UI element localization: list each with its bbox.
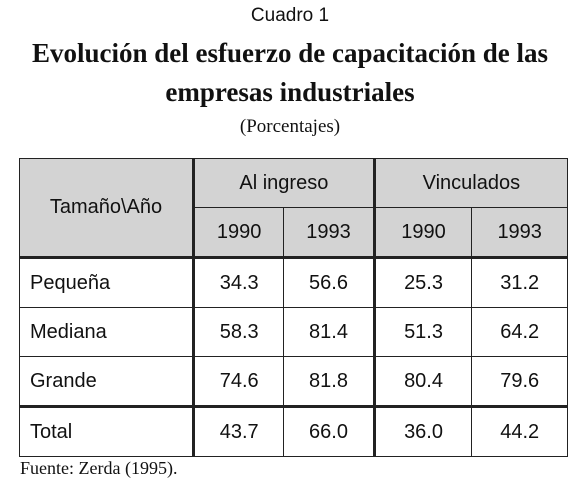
source-note: Fuente: Zerda (1995).	[20, 458, 178, 478]
table-body: Pequeña 34.3 56.6 25.3 31.2 Mediana 58.3…	[19, 256, 568, 457]
table-row: Grande 74.6 81.8 80.4 79.6	[19, 356, 568, 407]
table-title-line-2: empresas industriales	[165, 77, 415, 107]
table-cell: 36.0	[372, 405, 473, 457]
group-header-vinculados: Vinculados	[372, 158, 569, 208]
table-cell: 51.3	[372, 307, 473, 357]
table-cell: 56.6	[283, 256, 375, 308]
table-cell: 81.8	[283, 356, 375, 407]
year-header: 1990	[191, 207, 285, 258]
table-cell: 44.2	[471, 405, 568, 457]
row-label: Grande	[19, 356, 194, 407]
corner-header: Tamaño\Año	[19, 158, 194, 258]
data-table: Tamaño\Año Al ingreso Vinculados 1990 19…	[19, 158, 569, 457]
table-cell: 58.3	[191, 307, 285, 357]
table-cell: 34.3	[191, 256, 285, 308]
table-subtitle: (Porcentajes)	[239, 116, 341, 137]
year-header: 1993	[471, 207, 568, 258]
table-header: Tamaño\Año Al ingreso Vinculados 1990 19…	[19, 158, 569, 258]
row-label: Mediana	[19, 307, 194, 357]
row-label: Total	[19, 405, 194, 457]
year-header: 1990	[372, 207, 473, 258]
table-cell: 31.2	[471, 256, 568, 308]
table-cell: 25.3	[372, 256, 473, 308]
year-header: 1993	[283, 207, 375, 258]
table-row-total: Total 43.7 66.0 36.0 44.2	[19, 405, 568, 457]
group-header-al-ingreso: Al ingreso	[192, 158, 375, 208]
table-cell: 66.0	[283, 405, 375, 457]
header-row-groups: Tamaño\Año Al ingreso Vinculados	[19, 158, 569, 258]
header-row-years: 1990 1993 1990 1993	[20, 207, 568, 258]
table-cell: 81.4	[283, 307, 375, 357]
table-row: Pequeña 34.3 56.6 25.3 31.2	[19, 256, 568, 308]
table-cell: 64.2	[471, 307, 568, 357]
table-number-label: Cuadro 1	[250, 5, 330, 26]
table-cell: 79.6	[471, 356, 568, 407]
table-cell: 74.6	[191, 356, 285, 407]
row-label: Pequeña	[19, 256, 194, 308]
table-cell: 43.7	[191, 405, 285, 457]
table-title-line-1: Evolución del esfuerzo de capacitación d…	[32, 38, 548, 68]
table-row: Mediana 58.3 81.4 51.3 64.2	[19, 307, 568, 357]
table-cell: 80.4	[372, 356, 473, 407]
table-title: Evolución del esfuerzo de capacitación d…	[0, 34, 580, 112]
